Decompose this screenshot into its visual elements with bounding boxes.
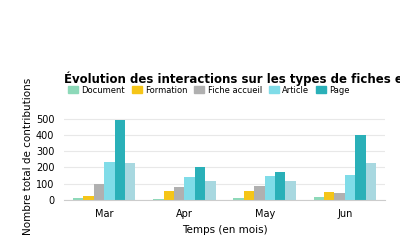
Bar xyxy=(275,172,286,200)
Bar xyxy=(366,162,376,200)
Bar xyxy=(104,162,114,200)
Y-axis label: Nombre total de contributions: Nombre total de contributions xyxy=(23,78,33,236)
Bar xyxy=(73,198,83,200)
Bar xyxy=(94,184,104,200)
Bar xyxy=(174,187,184,200)
Text: Évolution des interactions sur les types de fiches en fonction du temps: Évolution des interactions sur les types… xyxy=(64,72,400,86)
Bar xyxy=(324,192,334,200)
Bar xyxy=(355,135,366,200)
Bar xyxy=(164,191,174,200)
Bar xyxy=(205,181,216,200)
Legend: Document, Formation, Fiche accueil, Article, Page: Document, Formation, Fiche accueil, Arti… xyxy=(68,86,350,94)
Bar xyxy=(125,162,136,200)
Bar xyxy=(184,177,195,200)
Bar xyxy=(314,197,324,200)
Bar xyxy=(244,191,254,200)
Bar xyxy=(345,176,355,200)
X-axis label: Temps (en mois): Temps (en mois) xyxy=(182,225,267,235)
Bar xyxy=(83,196,94,200)
Bar xyxy=(114,120,125,200)
Bar xyxy=(286,181,296,200)
Bar xyxy=(265,176,275,200)
Bar xyxy=(233,198,244,200)
Bar xyxy=(153,199,164,200)
Bar xyxy=(334,193,345,200)
Bar xyxy=(254,186,265,200)
Bar xyxy=(195,166,205,200)
